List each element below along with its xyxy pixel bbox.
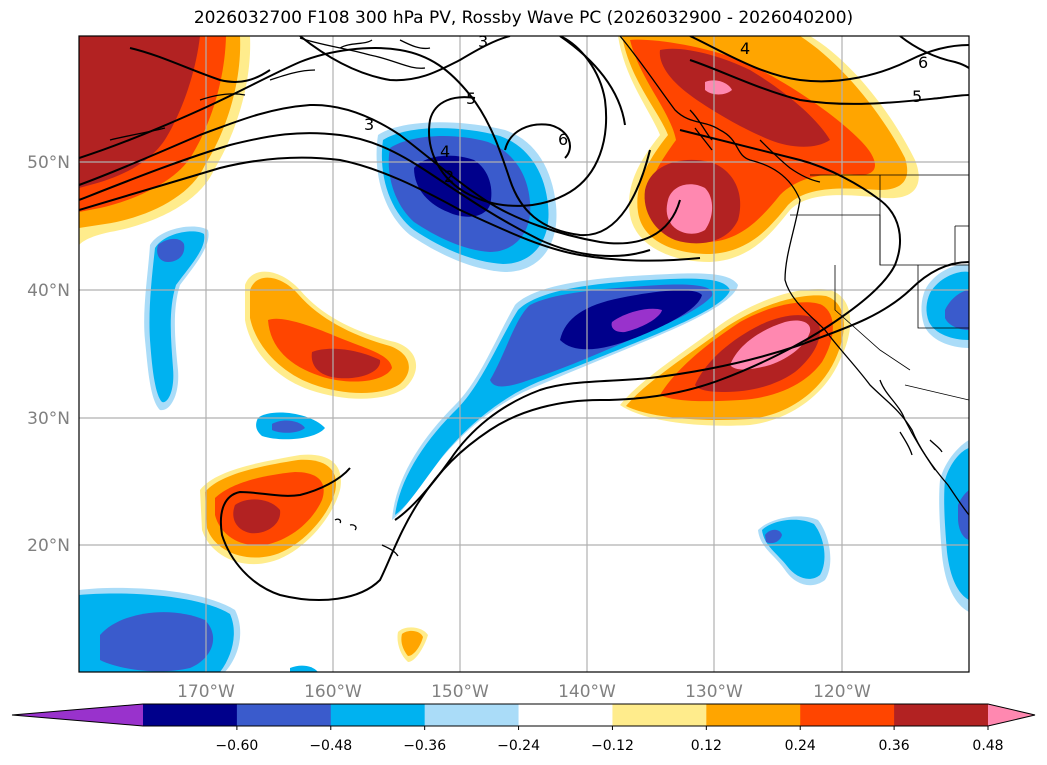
- contour-label: 4: [740, 39, 750, 58]
- lat-label-30n: 30°N: [27, 409, 70, 429]
- colorbar-outline: [11, 703, 1036, 727]
- positive-anomaly-central-pacific: [245, 271, 417, 399]
- negative-anomaly-diagonal: [392, 273, 738, 520]
- colorbar-tick-label: 0.36: [879, 738, 910, 754]
- negative-anomaly-small-west: [144, 226, 325, 440]
- contour-label: 6: [558, 130, 568, 149]
- contour-label: 3: [478, 32, 488, 51]
- positive-anomaly-hawaii: [200, 454, 428, 662]
- political-borders: [790, 174, 969, 401]
- negative-anomaly-east-edge: [758, 264, 969, 612]
- map-area: 3 3 4 4 5 5 6 6 2: [79, 32, 969, 672]
- colorbar-tick-label: 0.24: [785, 738, 816, 754]
- contour-label: 5: [912, 87, 922, 106]
- colorbar-extend-low: [12, 704, 143, 726]
- map-title: 2026032700 F108 300 hPa PV, Rossby Wave …: [193, 8, 854, 28]
- lon-label-150w: 150°W: [431, 682, 489, 702]
- colorbar-segment: [518, 704, 613, 726]
- contour-label: 6: [918, 53, 928, 72]
- colorbar-segment: [330, 704, 426, 726]
- lon-label-120w: 120°W: [813, 682, 871, 702]
- contour-label: 2: [444, 167, 454, 186]
- gridlines: [79, 36, 969, 672]
- colorbar-tick-label: 0.12: [691, 738, 722, 754]
- colorbar-tick-label: −0.36: [403, 738, 446, 754]
- colorbar-tick-label: 0.48: [972, 738, 1003, 754]
- colorbar-segment: [236, 704, 332, 726]
- lon-label-160w: 160°W: [304, 682, 362, 702]
- colorbar-segment: [424, 704, 520, 726]
- contour-label: 5: [466, 89, 476, 108]
- lat-label-20n: 20°N: [27, 536, 70, 556]
- contour-label: 4: [440, 142, 450, 161]
- positive-anomaly-northwest: [79, 36, 251, 245]
- colorbar-segment: [800, 704, 895, 726]
- coastlines: [109, 36, 969, 557]
- colorbar-tick-label: −0.48: [309, 738, 352, 754]
- contour-label: 3: [364, 115, 374, 134]
- lat-label-40n: 40°N: [27, 281, 70, 301]
- colorbar-tick-label: −0.12: [591, 738, 634, 754]
- pv-contours: [79, 36, 969, 601]
- positive-anomaly-northeast: [618, 36, 919, 262]
- lon-label-130w: 130°W: [685, 682, 743, 702]
- contour-label-group: 3 3 4 4 5 5 6 6 2: [364, 32, 928, 186]
- lat-label-50n: 50°N: [27, 153, 70, 173]
- longitude-labels: 170°W 160°W 150°W 140°W 130°W 120°W: [177, 682, 871, 702]
- colorbar-extend-high: [988, 704, 1035, 726]
- negative-anomaly-southwest: [79, 587, 318, 672]
- colorbar-segment: [612, 704, 707, 726]
- latitude-labels: 50°N 40°N 30°N 20°N: [27, 153, 70, 556]
- map-frame: [78, 35, 970, 673]
- lon-label-140w: 140°W: [558, 682, 616, 702]
- colorbar-segment: [894, 704, 989, 726]
- lon-label-170w: 170°W: [177, 682, 235, 702]
- colorbar-tick-label: −0.24: [497, 738, 540, 754]
- colorbar-segment: [143, 704, 238, 726]
- colorbar: −0.60 −0.48 −0.36 −0.24 −0.12 0.12 0.24 0.36 0.4…: [11, 703, 1036, 754]
- colorbar-segment: [706, 704, 801, 726]
- colorbar-tick-label: −0.60: [215, 738, 258, 754]
